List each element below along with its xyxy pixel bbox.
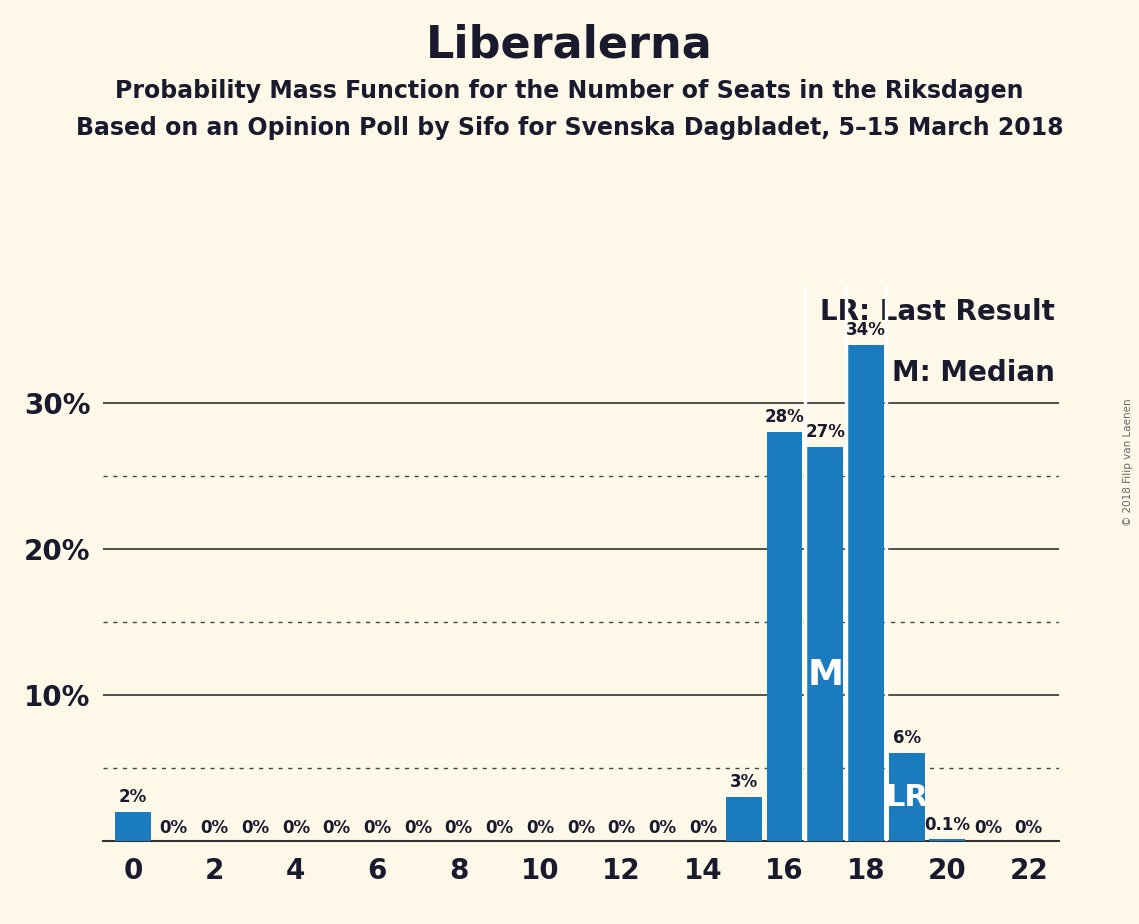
Bar (808, 447, 843, 841)
Text: 0%: 0% (322, 820, 351, 837)
Text: 0%: 0% (444, 820, 473, 837)
Bar (767, 432, 802, 841)
Text: 0%: 0% (1015, 820, 1043, 837)
Text: 0%: 0% (607, 820, 636, 837)
Text: © 2018 Filip van Laenen: © 2018 Filip van Laenen (1123, 398, 1133, 526)
Text: Liberalerna: Liberalerna (426, 23, 713, 67)
Bar (888, 753, 925, 841)
Text: LR: Last Result: LR: Last Result (820, 298, 1055, 325)
Text: 0%: 0% (159, 820, 188, 837)
Text: 0%: 0% (974, 820, 1002, 837)
Text: 3%: 3% (730, 773, 757, 791)
Text: 0%: 0% (567, 820, 595, 837)
Bar (847, 345, 884, 841)
Text: M: Median: M: Median (892, 359, 1055, 386)
Text: Based on an Opinion Poll by Sifo for Svenska Dagbladet, 5–15 March 2018: Based on an Opinion Poll by Sifo for Sve… (75, 116, 1064, 140)
Text: 27%: 27% (805, 423, 845, 441)
Text: 0%: 0% (689, 820, 718, 837)
Text: 0%: 0% (241, 820, 269, 837)
Text: 0.1%: 0.1% (925, 816, 970, 833)
Text: Probability Mass Function for the Number of Seats in the Riksdagen: Probability Mass Function for the Number… (115, 79, 1024, 103)
Text: 0%: 0% (485, 820, 514, 837)
Text: 28%: 28% (764, 408, 804, 427)
Text: 0%: 0% (281, 820, 310, 837)
Text: 0%: 0% (363, 820, 392, 837)
Text: 0%: 0% (648, 820, 677, 837)
Text: 34%: 34% (846, 321, 886, 339)
Text: M: M (808, 659, 843, 692)
Text: 0%: 0% (526, 820, 555, 837)
Text: LR: LR (885, 783, 928, 811)
Bar (726, 797, 762, 841)
Text: 0%: 0% (200, 820, 229, 837)
Text: 0%: 0% (404, 820, 432, 837)
Bar (929, 839, 965, 841)
Bar (115, 811, 151, 841)
Text: 6%: 6% (893, 729, 920, 748)
Text: 2%: 2% (118, 788, 147, 806)
